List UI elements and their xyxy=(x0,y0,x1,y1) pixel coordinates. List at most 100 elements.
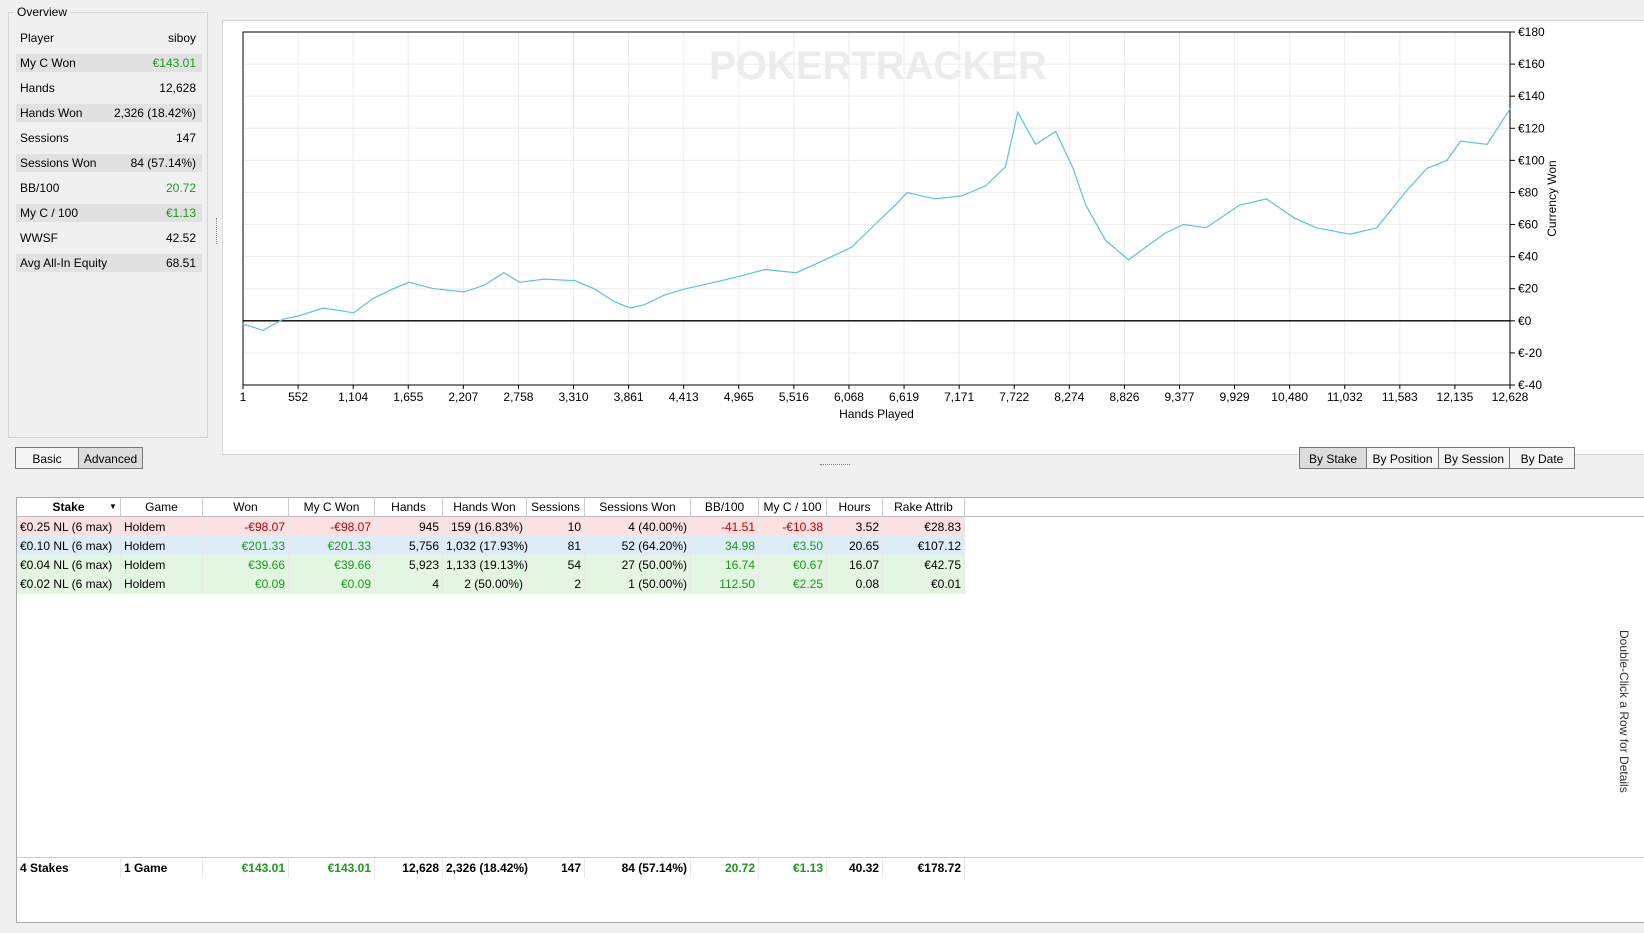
column-header[interactable]: Stake xyxy=(17,498,121,517)
x-tick-label: 2,207 xyxy=(448,390,478,404)
overview-label: Hands xyxy=(20,81,55,95)
table-cell: -€10.38 xyxy=(759,517,827,537)
overview-label: My C / 100 xyxy=(20,206,79,220)
data-point xyxy=(1404,191,1406,194)
graph-svg: 1 552 1,104 1,655 2,207 2,758 3,310 3,861 4,413 4… xyxy=(240,25,1559,421)
column-header[interactable]: My C / 100 xyxy=(759,498,827,517)
data-point xyxy=(543,278,545,280)
y-tick-label: €100 xyxy=(1518,153,1545,167)
x-tick-label: 4,965 xyxy=(724,390,754,404)
overview-row: Sessions 147 xyxy=(16,129,202,147)
table-cell: €3.50 xyxy=(759,536,827,556)
overview-row: BB/100 20.72 xyxy=(16,179,202,197)
table-cell: 81 xyxy=(527,536,585,556)
column-header[interactable]: Hands xyxy=(375,498,443,517)
data-point xyxy=(1145,246,1147,248)
column-header[interactable]: My C Won xyxy=(289,498,375,517)
table-cell: €0.67 xyxy=(759,555,827,575)
data-point xyxy=(1349,233,1351,235)
data-point xyxy=(1205,227,1207,229)
data-point xyxy=(824,259,826,261)
x-tick-label: 11,032 xyxy=(1327,390,1363,404)
data-point xyxy=(262,329,264,332)
header-filler xyxy=(965,498,1644,517)
by-position-tab[interactable]: By Position xyxy=(1366,447,1439,469)
table-cell: Holdem xyxy=(121,574,203,594)
table-row[interactable]: €0.04 NL (6 max) Holdem €39.66 €39.66 5,923 1… xyxy=(17,555,965,575)
vertical-splitter[interactable] xyxy=(216,218,219,244)
data-point xyxy=(894,204,896,206)
column-header[interactable]: Rake Attrib xyxy=(883,498,965,517)
x-tick-label: 1 xyxy=(240,390,247,404)
x-tick-label: 12,135 xyxy=(1437,390,1474,404)
overview-value: 147 xyxy=(175,131,196,145)
watermark-logo: POKERTRACKER xyxy=(709,44,1047,88)
column-header[interactable]: Hours xyxy=(827,498,883,517)
data-point xyxy=(1459,140,1462,142)
data-point xyxy=(1085,204,1087,206)
table-cell: 34.98 xyxy=(691,536,759,556)
table-cell: 1 (50.00%) xyxy=(585,574,691,594)
x-tick-label: 12,628 xyxy=(1492,390,1529,404)
data-point xyxy=(961,195,964,197)
x-tick-label: 8,274 xyxy=(1054,390,1084,404)
column-header[interactable]: Sessions xyxy=(527,498,585,517)
column-header[interactable]: Sessions Won xyxy=(585,498,691,517)
sort-desc-icon: ▼ xyxy=(109,502,117,511)
data-point xyxy=(1017,111,1019,113)
x-tick-label: 11,583 xyxy=(1382,390,1418,404)
table-cell: 4 (40.00%) xyxy=(585,517,691,537)
data-point xyxy=(1446,159,1448,161)
x-tick-label: 3,861 xyxy=(614,390,644,404)
table-row[interactable]: €0.10 NL (6 max) Holdem €201.33 €201.33 5,75… xyxy=(17,536,965,556)
horizontal-splitter[interactable] xyxy=(820,464,850,467)
y-tick-label: €60 xyxy=(1518,218,1538,232)
table-cell: €0.01 xyxy=(883,574,965,594)
data-point xyxy=(1105,239,1107,242)
by-session-tab[interactable]: By Session xyxy=(1438,447,1510,469)
basic-tab[interactable]: Basic xyxy=(15,447,79,469)
totals-cell: 4 Stakes xyxy=(17,858,121,878)
table-cell: -41.51 xyxy=(691,517,759,537)
overview-row: My C Won €143.01 xyxy=(16,54,202,72)
data-point xyxy=(297,315,299,317)
data-point xyxy=(1034,143,1037,145)
table-cell: €0.09 xyxy=(203,574,289,594)
table-cell: 3.52 xyxy=(827,517,883,537)
x-tick-label: 5,516 xyxy=(779,390,809,404)
table-cell: €28.83 xyxy=(883,517,965,537)
stats-table: Stake Game Won My C Won Hands Hands Won Sessio… xyxy=(16,497,1644,923)
table-cell: 1,133 (19.13%) xyxy=(443,555,528,575)
table-cell: 54 xyxy=(527,555,585,575)
table-row[interactable]: €0.25 NL (6 max) Holdem -€98.07 -€98.07 945 1… xyxy=(17,517,965,537)
overview-label: My C Won xyxy=(20,56,76,70)
by-date-tab[interactable]: By Date xyxy=(1509,447,1575,469)
data-point xyxy=(685,288,687,290)
table-cell: €0.25 NL (6 max) xyxy=(17,517,121,537)
x-tick-label: 7,722 xyxy=(999,390,1029,404)
column-header[interactable]: Hands Won xyxy=(443,498,527,517)
data-point xyxy=(1265,198,1267,200)
winnings-graph: 1 552 1,104 1,655 2,207 2,758 3,310 3,861 4,413 4… xyxy=(222,20,1644,455)
totals-cell: €1.13 xyxy=(759,858,827,878)
x-tick-label: 9,929 xyxy=(1220,390,1250,404)
column-header[interactable]: Game xyxy=(121,498,203,517)
overview-label: Player xyxy=(20,31,55,45)
column-header[interactable]: BB/100 xyxy=(691,498,759,517)
column-header[interactable]: Won xyxy=(203,498,289,517)
advanced-tab[interactable]: Advanced xyxy=(78,447,143,469)
details-hint: Double-Click a Row for Details xyxy=(1617,630,1631,793)
data-point xyxy=(432,288,435,290)
x-tick-label: 10,480 xyxy=(1271,390,1308,404)
totals-row: 4 Stakes 1 Game €143.01 €143.01 12,628 2,326 … xyxy=(17,857,1644,878)
table-cell: €0.04 NL (6 max) xyxy=(17,555,121,575)
overview-row: WWSF 42.52 xyxy=(16,229,202,247)
table-cell: 2 xyxy=(527,574,585,594)
data-point xyxy=(353,312,355,314)
by-stake-tab[interactable]: By Stake xyxy=(1299,447,1367,469)
table-cell: 112.50 xyxy=(691,574,759,594)
overview-panel xyxy=(8,12,208,438)
table-cell: -€98.07 xyxy=(289,517,375,537)
overview-row: Hands Won 2,326 (18.42%) xyxy=(16,104,202,122)
table-row[interactable]: €0.02 NL (6 max) Holdem €0.09 €0.09 4 2 (50.0… xyxy=(17,574,965,594)
